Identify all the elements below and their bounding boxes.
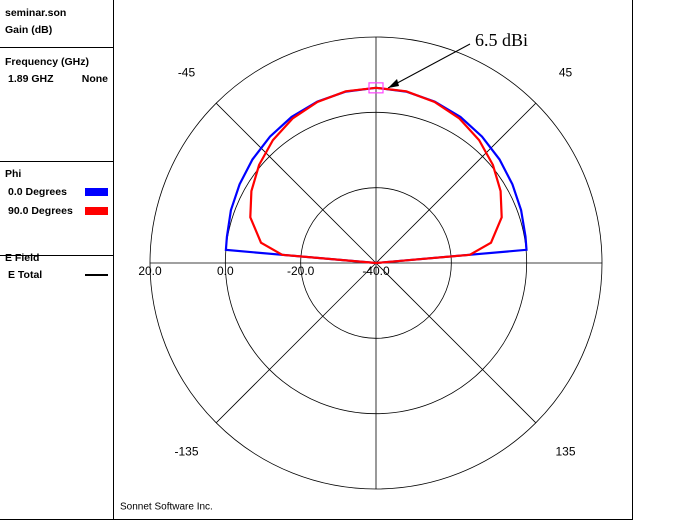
grid-circle xyxy=(224,111,528,415)
field-title: E Field xyxy=(5,252,39,264)
annotation: 6.5 dBi xyxy=(475,30,528,50)
r-tick-label: -20.0 xyxy=(287,264,315,278)
angle-tick-label: 45 xyxy=(559,66,573,80)
frequency-value: 1.89 GHZ xyxy=(8,73,54,85)
r-tick-label: 0.0 xyxy=(217,264,234,278)
footer: Sonnet Software Inc. xyxy=(120,502,213,513)
r-tick-label: 20.0 xyxy=(138,264,162,278)
spoke xyxy=(375,102,537,264)
field-name: E Total xyxy=(8,269,42,281)
legend-label: 90.0 Degrees xyxy=(8,205,73,217)
grid-circle xyxy=(300,187,452,339)
legend-label: 0.0 Degrees xyxy=(8,186,67,198)
legend-swatch xyxy=(85,188,108,196)
frequency-note: None xyxy=(82,73,108,85)
annotation-arrowhead xyxy=(388,79,399,88)
grid-circle xyxy=(149,36,603,490)
legend-swatch xyxy=(85,207,108,215)
spoke xyxy=(215,102,377,264)
pattern-line xyxy=(249,86,503,265)
angle-tick-label: -135 xyxy=(174,445,198,459)
file-name: seminar.son xyxy=(5,7,66,19)
legend-title: Phi xyxy=(5,168,21,180)
r-tick-label: -40.0 xyxy=(362,264,390,278)
quantity: Gain (dB) xyxy=(5,24,52,36)
frequency-title: Frequency (GHz) xyxy=(5,56,89,68)
spoke xyxy=(215,262,377,424)
angle-tick-label: 135 xyxy=(555,445,575,459)
angle-tick-label: -45 xyxy=(178,66,196,80)
spoke xyxy=(375,262,537,424)
peak-marker xyxy=(368,82,384,94)
